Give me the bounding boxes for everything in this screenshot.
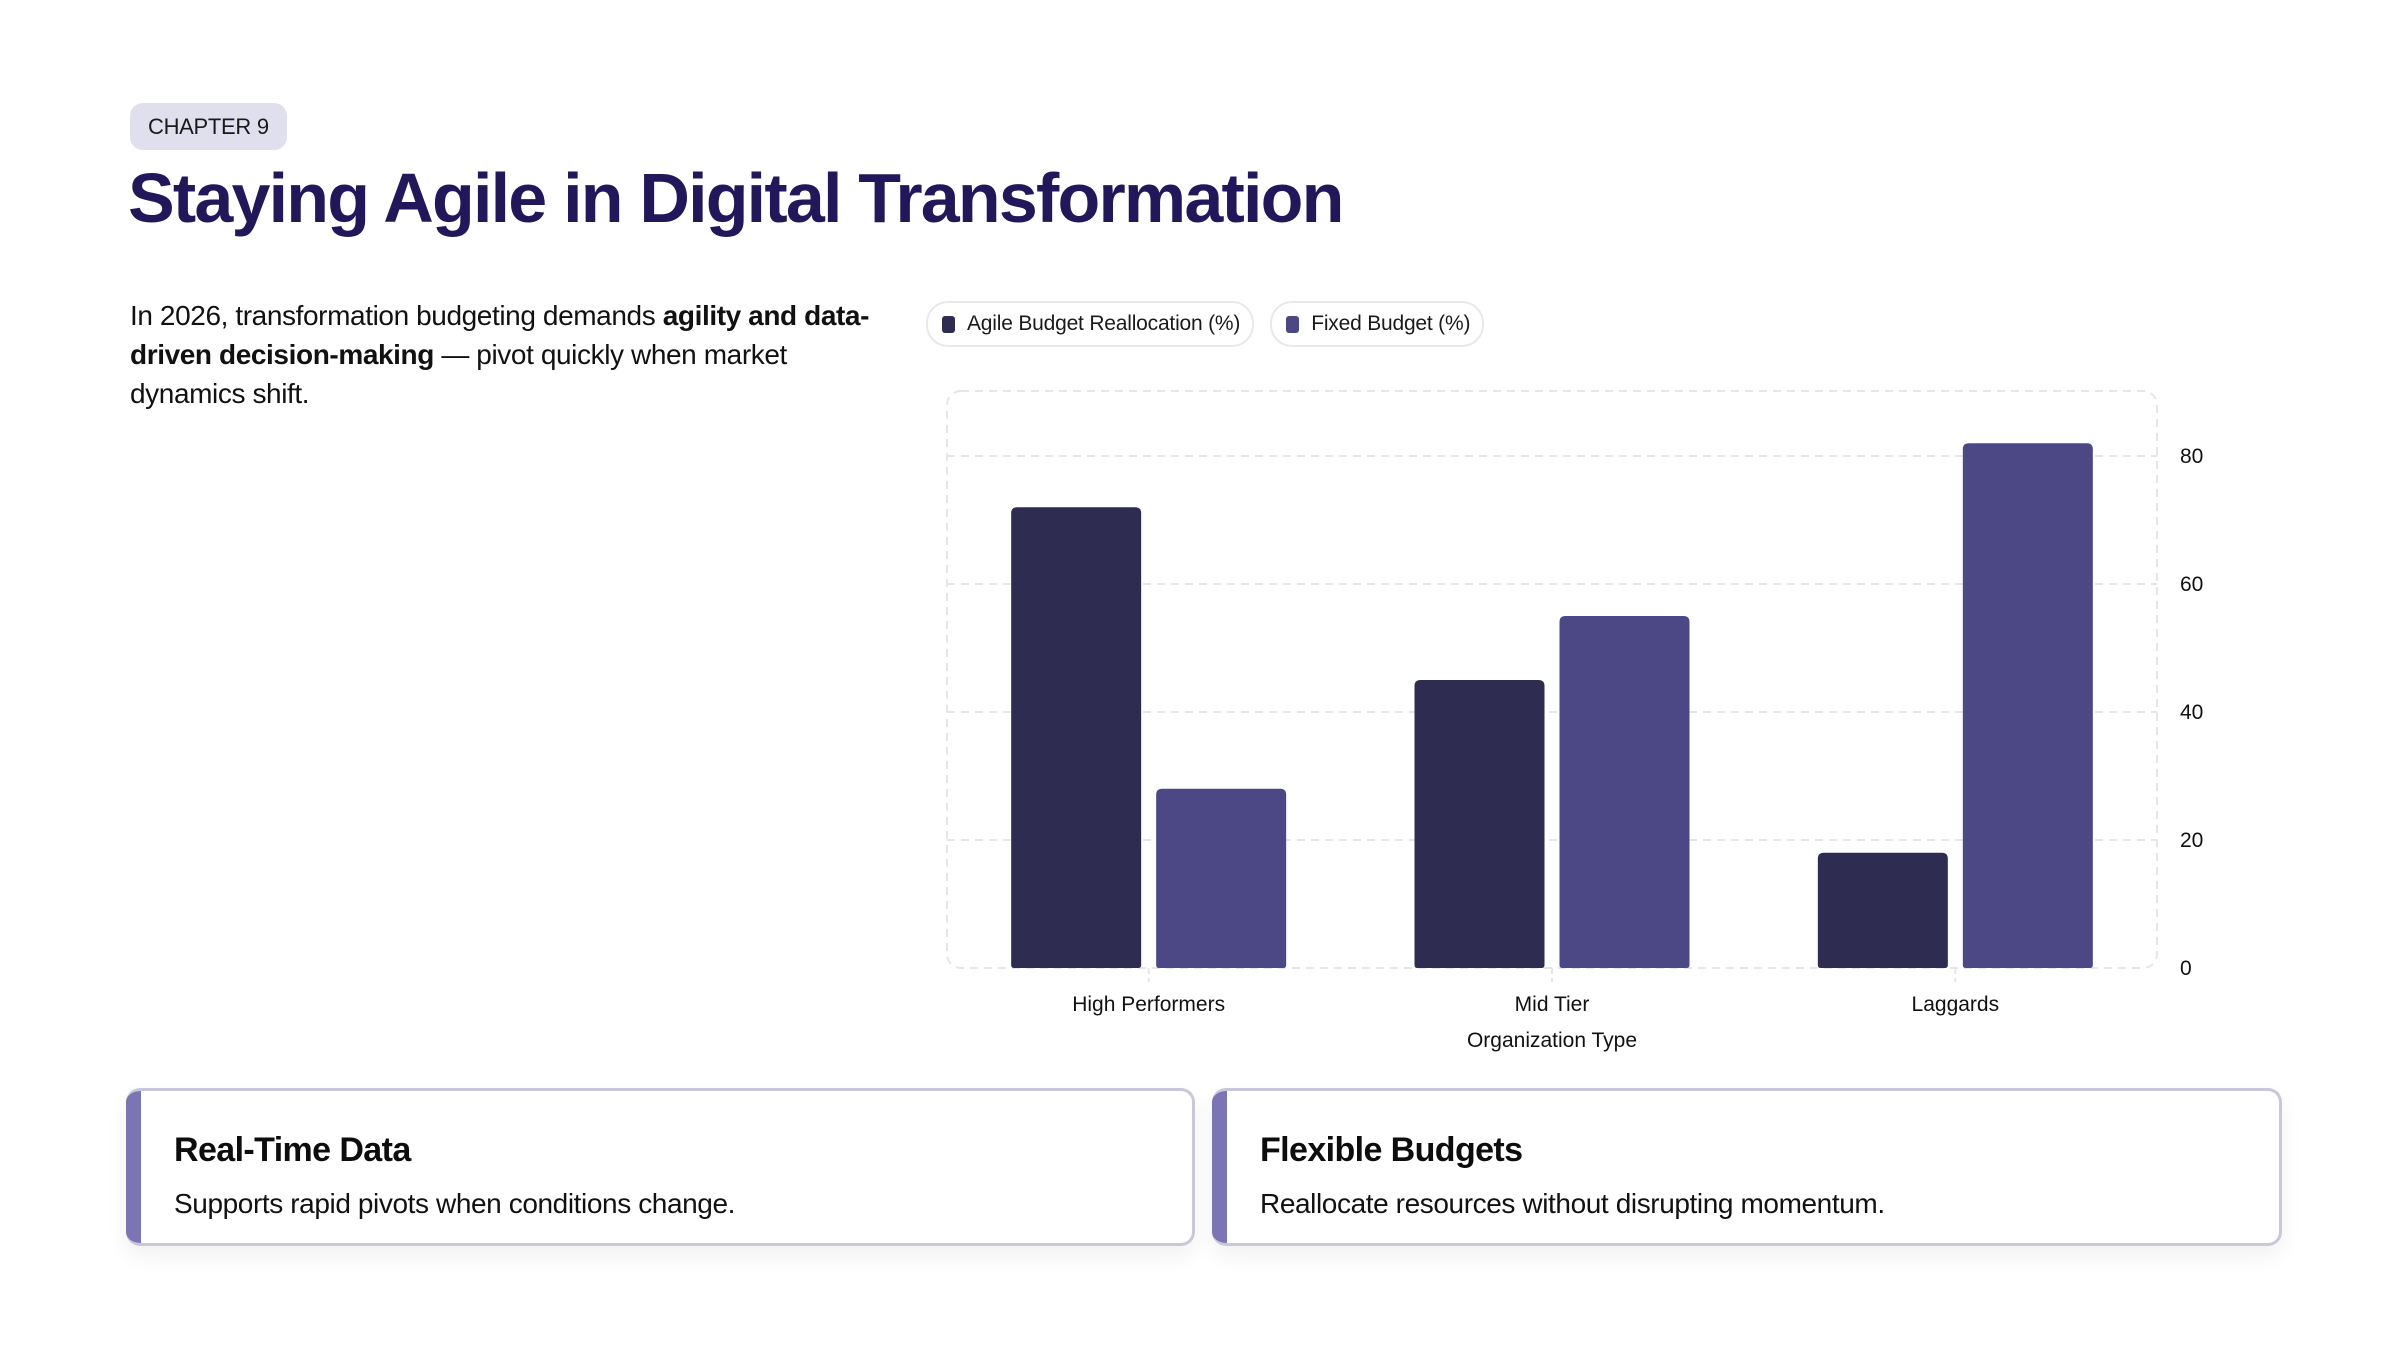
x-tick-label: High Performers	[1072, 993, 1225, 1016]
bar-agile-2	[1817, 852, 1948, 968]
y-tick-label: 80	[2180, 445, 2203, 468]
label-layer: 0 20 40 60 80 High Performers Mid Tier Laggards…	[1072, 445, 2203, 1052]
card-flexible-budgets: Flexible Budgets Reallocate resources wi…	[1212, 1088, 2282, 1246]
legend-item-agile[interactable]: Agile Budget Reallocation (%)	[926, 301, 1255, 347]
y-tick-label: 0	[2180, 957, 2192, 980]
x-tick-label: Laggards	[1912, 993, 2000, 1016]
intro-text-bold: agility and data-driven decision-making	[130, 300, 870, 370]
x-axis-label: Organization Type	[1467, 1029, 1637, 1052]
bar-agile-0	[1011, 507, 1142, 968]
legend-swatch-agile	[942, 315, 955, 333]
chart-legend: Agile Budget Reallocation (%) Fixed Budg…	[926, 301, 1485, 347]
intro-paragraph: In 2026, transformation budgeting demand…	[130, 296, 870, 413]
y-tick-label: 60	[2180, 573, 2203, 596]
bar-agile-1	[1414, 680, 1545, 968]
card-body: Reallocate resources without disrupting …	[1260, 1188, 1885, 1219]
intro-text-1: In 2026, transformation budgeting demand…	[130, 300, 663, 331]
legend-label-fixed: Fixed Budget (%)	[1311, 312, 1471, 335]
card-real-time-data: Real-Time Data Supports rapid pivots whe…	[126, 1088, 1195, 1246]
card-title: Real-Time Data	[174, 1131, 411, 1169]
bar-chart: 0 20 40 60 80 High Performers Mid Tier Laggards…	[946, 390, 2203, 1052]
legend-swatch-fixed	[1286, 315, 1300, 333]
bar-fixed-0	[1156, 788, 1287, 968]
card-body: Supports rapid pivots when conditions ch…	[174, 1188, 736, 1219]
legend-item-fixed[interactable]: Fixed Budget (%)	[1270, 301, 1485, 347]
chapter-badge: CHAPTER 9	[130, 103, 287, 150]
y-tick-label: 40	[2180, 701, 2203, 724]
bar-layer	[1011, 443, 2093, 968]
card-title: Flexible Budgets	[1260, 1131, 1523, 1169]
y-tick-label: 20	[2180, 829, 2203, 852]
bar-fixed-2	[1962, 443, 2093, 968]
card-accent	[1212, 1091, 1227, 1243]
x-tick-label: Mid Tier	[1515, 993, 1590, 1016]
plot-frame	[946, 390, 2158, 969]
intro-text-2: — pivot quickly when market dynamics shi…	[130, 339, 787, 409]
card-accent	[126, 1091, 141, 1243]
page-title: Staying Agile in Digital Transformation	[128, 159, 1344, 237]
grid-layer	[946, 390, 2158, 982]
bar-fixed-1	[1559, 616, 1690, 968]
legend-label-agile: Agile Budget Reallocation (%)	[967, 312, 1241, 335]
